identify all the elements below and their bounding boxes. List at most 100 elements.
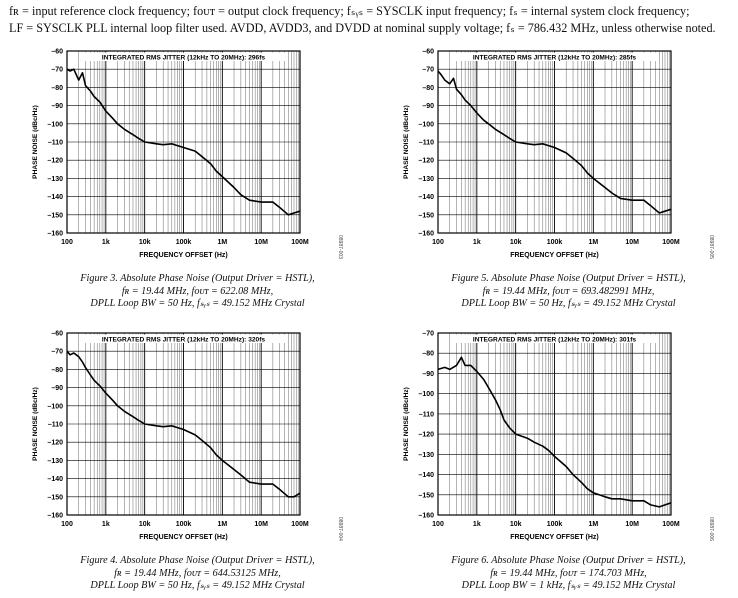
y-tick-label: –70 (422, 331, 434, 338)
y-tick-label: –70 (51, 349, 63, 356)
figure-5-caption-line-1: Figure 5. Absolute Phase Noise (Output D… (451, 273, 686, 284)
chart-title: INTEGRATED RMS JITTER (12kHz TO 20MHz): … (102, 337, 265, 344)
plot-frame (437, 50, 672, 234)
x-tick-label: 10k (510, 239, 522, 246)
x-tick-label: 10k (139, 521, 151, 528)
y-tick-label: –60 (51, 49, 63, 56)
y-tick-label: –150 (47, 212, 63, 219)
y-tick-label: –130 (418, 176, 434, 183)
x-tick-label: 1k (473, 239, 481, 246)
x-tick-label: 10M (625, 521, 639, 528)
chart-title-background (450, 52, 659, 61)
y-tick-label: –120 (47, 440, 63, 447)
chart-title-background (79, 52, 288, 61)
y-tick-label: –70 (51, 67, 63, 74)
x-tick-label: 100 (61, 521, 73, 528)
x-tick-label: 100 (61, 239, 73, 246)
y-tick-label: –130 (47, 176, 63, 183)
x-tick-label: 1M (588, 521, 598, 528)
chart-title: INTEGRATED RMS JITTER (12kHz TO 20MHz): … (473, 337, 636, 344)
y-tick-label: –80 (422, 85, 434, 92)
figure-6-panel: 100 1k 10k 100k 1M 10M 100M –70 –80 –90 –100 –110 –1… (396, 327, 738, 597)
figure-3-caption-line-3: DPLL Loop BW = 50 Hz, fₛᵧₛ = 49.152 MHz … (90, 298, 305, 309)
y-tick-label: –90 (51, 385, 63, 392)
plot-frame (66, 50, 301, 234)
figure-6-caption-line-2: fʀ = 19.44 MHz, fᴏᴜᴛ = 174.703 MHz, (490, 567, 647, 579)
figure-4-code: 08987-004 (337, 517, 343, 541)
figure-6-chart: 100 1k 10k 100k 1M 10M 100M –70 –80 –90 –100 –110 –1… (403, 331, 680, 542)
chart-title: INTEGRATED RMS JITTER (12kHz TO 20MHz): … (102, 55, 265, 62)
phase-noise-series-line (66, 350, 301, 498)
y-tick-label: –160 (418, 513, 434, 520)
figure-6-caption: Figure 6. Absolute Phase Noise (Output D… (396, 555, 738, 593)
y-tick-label: –150 (418, 492, 434, 499)
x-tick-label: 100M (662, 521, 680, 528)
figure-3-caption-line-1: Figure 3. Absolute Phase Noise (Output D… (80, 273, 315, 284)
figure-6-caption-line-3: DPLL Loop BW = 1 kHz, fₛᵧₛ = 49.152 MHz … (461, 580, 676, 591)
x-tick-label: 10M (254, 521, 268, 528)
x-tick-label: 100M (291, 521, 309, 528)
x-tick-label: 1M (588, 239, 598, 246)
x-tick-label: 10M (625, 239, 639, 246)
y-tick-label: –100 (418, 121, 434, 128)
figure-4-caption-line-2: fʀ = 19.44 MHz, fᴏᴜᴛ = 644.53125 MHz, (114, 567, 281, 579)
chart-title-background (79, 334, 288, 343)
chart-title-background (450, 334, 659, 343)
figure-5-code: 08987-005 (708, 235, 714, 259)
y-tick-label: –120 (418, 158, 434, 165)
phase-noise-series-line (66, 68, 301, 216)
phase-noise-series-line (437, 70, 672, 214)
figure-3-chart: 100 1k 10k 100k 1M 10M 100M –60 –70 –80 –90 –100 –11… (32, 49, 309, 260)
y-tick-label: –90 (422, 371, 434, 378)
y-tick-label: –100 (418, 391, 434, 398)
figure-6-code: 08987-006 (708, 517, 714, 541)
x-tick-label: 10k (510, 521, 522, 528)
x-tick-label: 100M (291, 239, 309, 246)
y-tick-label: –110 (419, 411, 434, 418)
figure-3-caption-line-2: fʀ = 19.44 MHz, fᴏᴜᴛ = 622.08 MHz, (121, 285, 274, 297)
figure-5-panel: 100 1k 10k 100k 1M 10M 100M –60 –70 –80 –90 –100 –11… (396, 45, 738, 315)
y-tick-label: –100 (47, 121, 63, 128)
y-tick-label: –120 (47, 158, 63, 165)
y-tick-label: –160 (47, 513, 63, 520)
y-tick-label: –60 (422, 49, 434, 56)
y-tick-label: –120 (418, 432, 434, 439)
y-tick-label: –160 (47, 231, 63, 238)
figure-4-caption-line-1: Figure 4. Absolute Phase Noise (Output D… (80, 555, 315, 566)
y-axis-label: PHASE NOISE (dBc/Hz) (32, 387, 39, 461)
figure-6-caption-line-1: Figure 6. Absolute Phase Noise (Output D… (451, 555, 686, 566)
y-tick-label: –90 (51, 103, 63, 110)
y-tick-label: –70 (422, 67, 434, 74)
y-tick-label: –80 (422, 351, 434, 358)
y-tick-label: –140 (47, 194, 63, 201)
x-tick-label: 100k (547, 521, 563, 528)
y-axis-label: PHASE NOISE (dBc/Hz) (403, 105, 410, 179)
y-tick-label: –160 (418, 231, 434, 238)
y-tick-label: –140 (47, 476, 63, 483)
y-tick-label: –100 (47, 403, 63, 410)
figure-4-panel: 100 1k 10k 100k 1M 10M 100M –60 –70 –80 –90 –100 –11… (25, 327, 370, 597)
y-tick-label: –110 (419, 140, 434, 147)
figure-3-caption: Figure 3. Absolute Phase Noise (Output D… (25, 273, 370, 311)
figure-5-chart: 100 1k 10k 100k 1M 10M 100M –60 –70 –80 –90 –100 –11… (403, 49, 680, 260)
y-tick-label: –90 (422, 103, 434, 110)
figure-4-chart: 100 1k 10k 100k 1M 10M 100M –60 –70 –80 –90 –100 –11… (32, 331, 309, 542)
notes-line-1: fʀ = input reference clock frequency; fᴏ… (9, 4, 690, 18)
x-axis-label: FREQUENCY OFFSET (Hz) (510, 534, 599, 541)
x-tick-label: 100M (662, 239, 680, 246)
chart-title: INTEGRATED RMS JITTER (12kHz TO 20MHz): … (473, 55, 636, 62)
y-tick-label: –140 (418, 194, 434, 201)
y-tick-label: –60 (51, 331, 63, 338)
phase-noise-series-line (437, 356, 672, 508)
x-tick-label: 100 (432, 521, 444, 528)
y-tick-label: –150 (418, 212, 434, 219)
x-axis-label: FREQUENCY OFFSET (Hz) (139, 534, 228, 541)
notes-header: fʀ = input reference clock frequency; fᴏ… (9, 3, 731, 37)
y-axis-label: PHASE NOISE (dBc/Hz) (403, 387, 410, 461)
x-tick-label: 10M (254, 239, 268, 246)
x-tick-label: 100 (432, 239, 444, 246)
x-axis-label: FREQUENCY OFFSET (Hz) (510, 252, 599, 259)
x-tick-label: 1k (102, 521, 110, 528)
figure-5-caption: Figure 5. Absolute Phase Noise (Output D… (396, 273, 738, 311)
y-tick-label: –80 (51, 367, 63, 374)
